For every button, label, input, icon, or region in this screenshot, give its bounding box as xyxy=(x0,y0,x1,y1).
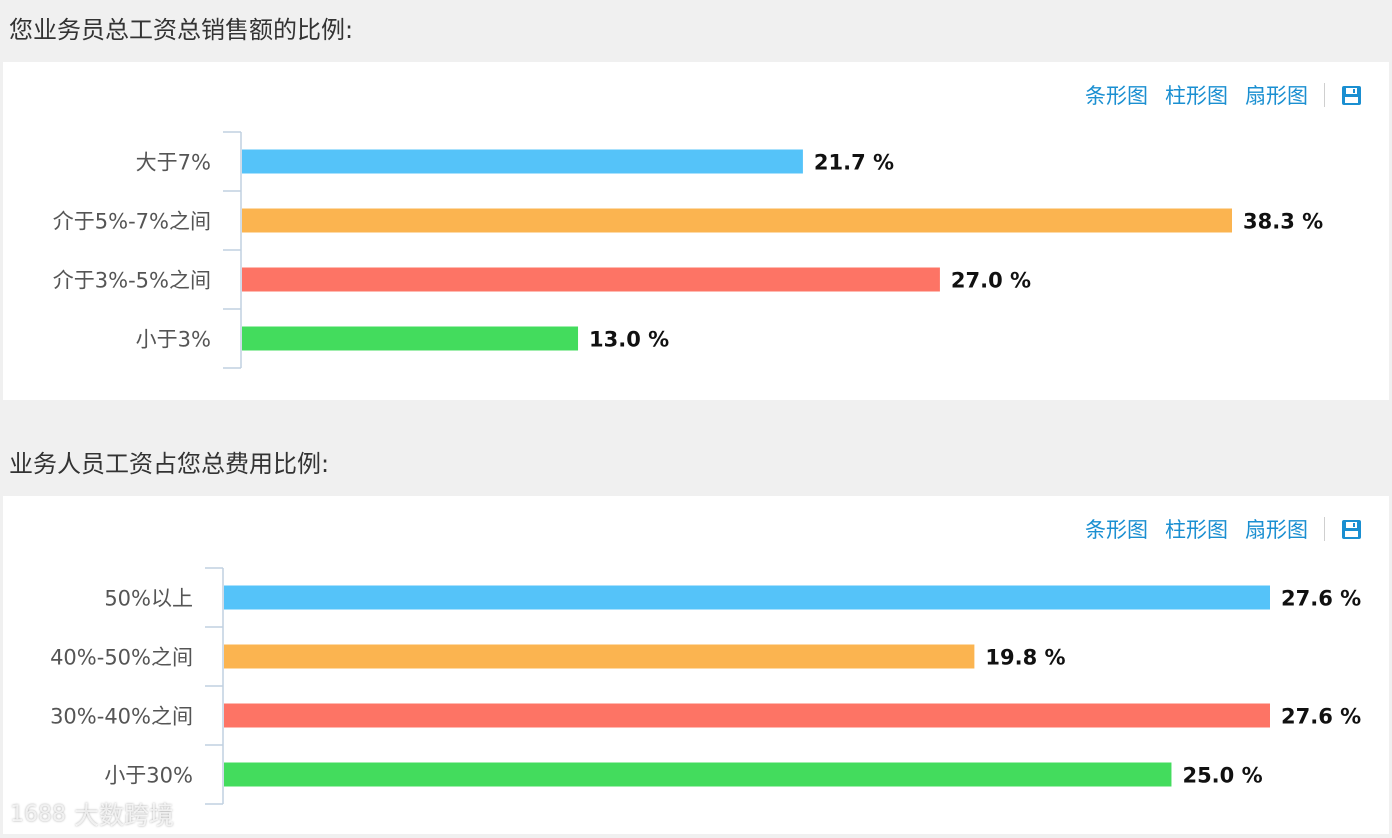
column-chart-button[interactable]: 柱形图 xyxy=(1165,518,1228,542)
question-title-1: 您业务员总工资总销售额的比例: xyxy=(9,16,354,44)
bar[interactable] xyxy=(224,644,975,669)
bar[interactable] xyxy=(224,585,1270,610)
data-label: 27.6 % xyxy=(1281,705,1361,729)
data-label: 13.0 % xyxy=(589,328,669,352)
question-section-2: 业务人员工资占您总费用比例: 条形图 柱形图 扇形图 50%以上 27.6 % 40… xyxy=(0,400,1392,838)
bar[interactable] xyxy=(224,762,1172,787)
category-label: 介于3%-5%之间 xyxy=(53,269,211,293)
question-title-2: 业务人员工资占您总费用比例: xyxy=(9,450,330,478)
data-label: 25.0 % xyxy=(1182,764,1262,788)
column-chart-button[interactable]: 柱形图 xyxy=(1165,84,1228,108)
pie-chart-button[interactable]: 扇形图 xyxy=(1245,518,1308,542)
bar[interactable] xyxy=(242,267,940,292)
bar-chart-button[interactable]: 条形图 xyxy=(1085,84,1148,108)
bar[interactable] xyxy=(242,326,579,351)
data-label: 27.0 % xyxy=(951,269,1031,293)
category-label: 50%以上 xyxy=(104,587,193,611)
category-label: 30%-40%之间 xyxy=(50,705,193,729)
chart-panel-2: 条形图 柱形图 扇形图 50%以上 27.6 % 40%-50%之间 19.8 % 30… xyxy=(3,496,1389,834)
question-section-1: 您业务员总工资总销售额的比例: 条形图 柱形图 扇形图 大于7% 21.7 % 介于… xyxy=(0,0,1392,400)
data-label: 38.3 % xyxy=(1243,210,1323,234)
bar[interactable] xyxy=(242,208,1232,233)
category-label: 小于3% xyxy=(136,328,211,352)
bar[interactable] xyxy=(224,703,1270,728)
category-label: 40%-50%之间 xyxy=(50,646,193,670)
category-label: 大于7% xyxy=(136,151,211,175)
bar[interactable] xyxy=(242,149,803,174)
bar-chart-1: 大于7% 21.7 % 介于5%-7%之间 38.3 % 介于3%-5%之间 27.0 %… xyxy=(53,131,1323,369)
toolbar-divider xyxy=(1324,83,1325,107)
chart-toolbar-2: 条形图 柱形图 扇形图 xyxy=(1068,514,1361,544)
category-label: 介于5%-7%之间 xyxy=(53,210,211,234)
pie-chart-button[interactable]: 扇形图 xyxy=(1245,84,1308,108)
toolbar-divider xyxy=(1324,517,1325,541)
category-label: 小于30% xyxy=(104,764,193,788)
watermark-logo: 1688 xyxy=(10,801,66,827)
data-label: 21.7 % xyxy=(814,151,894,175)
save-icon[interactable] xyxy=(1342,519,1361,539)
watermark: 1688 大数跨境 xyxy=(10,796,174,832)
chart-toolbar-1: 条形图 柱形图 扇形图 xyxy=(1068,80,1361,110)
chart-panel-1: 条形图 柱形图 扇形图 大于7% 21.7 % 介于5%-7%之间 38.3 % 介于3… xyxy=(3,62,1389,400)
save-icon[interactable] xyxy=(1342,85,1361,105)
bar-chart-button[interactable]: 条形图 xyxy=(1085,518,1148,542)
data-label: 19.8 % xyxy=(985,646,1065,670)
bar-chart-2: 50%以上 27.6 % 40%-50%之间 19.8 % 30%-40%之间 27.6 … xyxy=(50,567,1361,805)
data-label: 27.6 % xyxy=(1281,587,1361,611)
watermark-text: 大数跨境 xyxy=(74,801,175,830)
